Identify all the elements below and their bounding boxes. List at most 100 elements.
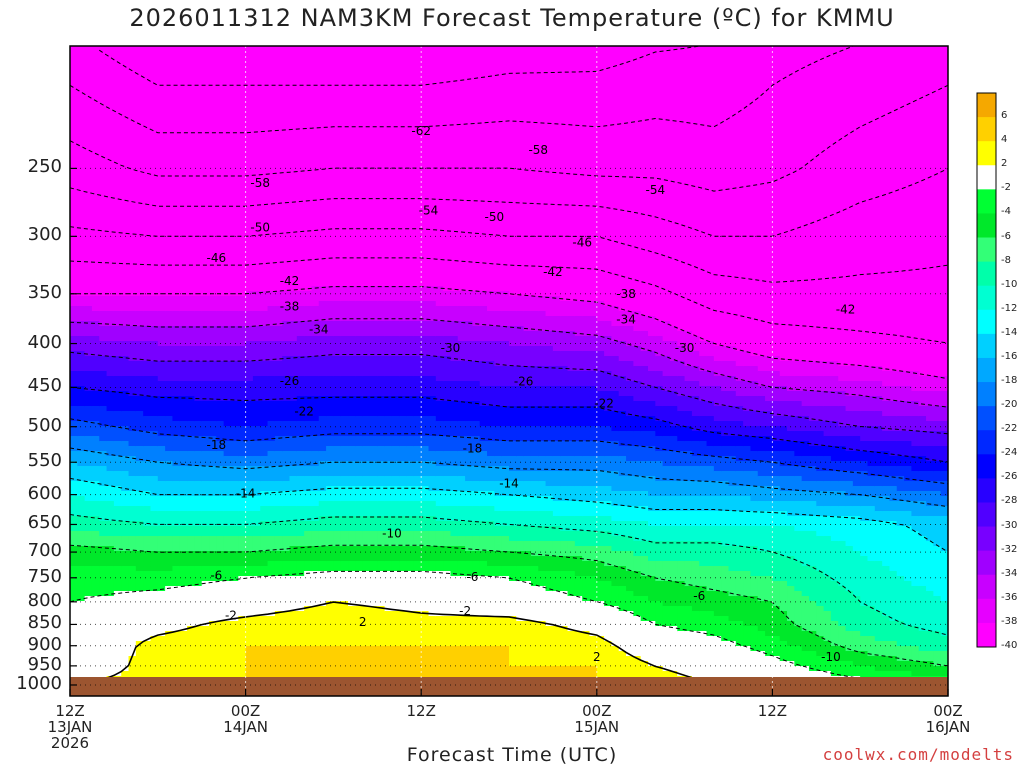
field-cell (135, 426, 144, 432)
field-cell (143, 391, 152, 397)
field-cell (106, 361, 115, 367)
field-cell (187, 156, 195, 162)
field-cell (84, 436, 93, 442)
field-cell (128, 56, 137, 62)
field-cell (187, 311, 195, 317)
field-cell (238, 271, 247, 277)
field-cell (216, 401, 225, 407)
field-cell (106, 651, 115, 657)
field-cell (194, 341, 203, 347)
field-cell (267, 211, 276, 217)
field-cell (318, 361, 327, 367)
field-cell (223, 371, 232, 377)
field-cell (209, 656, 217, 662)
field-cell (209, 141, 217, 147)
field-cell (340, 416, 349, 422)
field-cell (238, 341, 247, 347)
field-cell (70, 106, 78, 112)
field-cell (296, 241, 305, 247)
field-cell (340, 666, 349, 672)
field-cell (267, 571, 276, 577)
field-cell (216, 256, 225, 262)
field-cell (289, 326, 298, 332)
field-cell (267, 291, 276, 297)
field-cell (172, 441, 181, 447)
field-cell (274, 166, 283, 172)
field-cell (135, 671, 144, 677)
field-cell (304, 266, 313, 272)
field-cell (172, 321, 181, 327)
field-cell (150, 166, 159, 172)
field-cell (135, 311, 144, 317)
field-cell (84, 246, 93, 252)
field-cell (340, 91, 349, 97)
field-cell (70, 161, 78, 167)
field-cell (128, 476, 137, 482)
field-cell (77, 211, 86, 217)
field-cell (304, 591, 313, 597)
field-cell (135, 366, 144, 372)
field-cell (84, 231, 93, 237)
field-cell (223, 256, 232, 262)
field-cell (172, 161, 181, 167)
field-cell (179, 536, 188, 542)
field-cell (143, 506, 152, 512)
field-cell (157, 356, 166, 362)
field-cell (267, 176, 276, 182)
field-cell (333, 516, 342, 522)
field-cell (165, 121, 174, 127)
field-cell (201, 131, 210, 137)
field-cell (99, 511, 108, 517)
field-cell (113, 86, 122, 92)
field-cell (187, 271, 195, 277)
field-cell (274, 336, 283, 342)
field-cell (70, 81, 78, 87)
field-cell (70, 96, 78, 102)
field-cell (91, 96, 100, 102)
field-cell (216, 266, 225, 272)
field-cell (216, 516, 225, 522)
field-cell (274, 381, 283, 387)
field-cell (238, 646, 247, 652)
field-cell (172, 76, 181, 82)
field-cell (289, 421, 298, 427)
field-cell (201, 566, 210, 572)
field-cell (187, 146, 195, 152)
field-cell (223, 636, 232, 642)
field-cell (326, 56, 334, 62)
field-cell (333, 646, 342, 652)
field-cell (340, 131, 349, 137)
field-cell (128, 66, 137, 72)
field-cell (274, 621, 283, 627)
field-cell (77, 221, 86, 227)
field-cell (333, 151, 342, 157)
field-cell (252, 516, 261, 522)
field-cell (333, 576, 342, 582)
field-cell (245, 481, 254, 487)
field-cell (113, 546, 122, 552)
field-cell (143, 241, 152, 247)
field-cell (128, 536, 137, 542)
field-cell (333, 101, 342, 107)
field-cell (106, 321, 115, 327)
field-cell (223, 66, 232, 72)
field-cell (143, 561, 152, 567)
field-cell (260, 456, 269, 462)
field-cell (282, 486, 291, 492)
field-cell (106, 376, 115, 382)
field-cell (70, 426, 78, 432)
field-cell (238, 506, 247, 512)
field-cell (223, 326, 232, 332)
field-cell (128, 196, 137, 202)
field-cell (340, 291, 349, 297)
field-cell (340, 76, 349, 82)
field-cell (230, 336, 239, 342)
field-cell (179, 296, 188, 302)
field-cell (282, 181, 291, 187)
field-cell (99, 306, 108, 312)
field-cell (201, 471, 210, 477)
field-cell (223, 446, 232, 452)
field-cell (91, 101, 100, 107)
field-cell (348, 291, 356, 297)
field-cell (106, 331, 115, 337)
